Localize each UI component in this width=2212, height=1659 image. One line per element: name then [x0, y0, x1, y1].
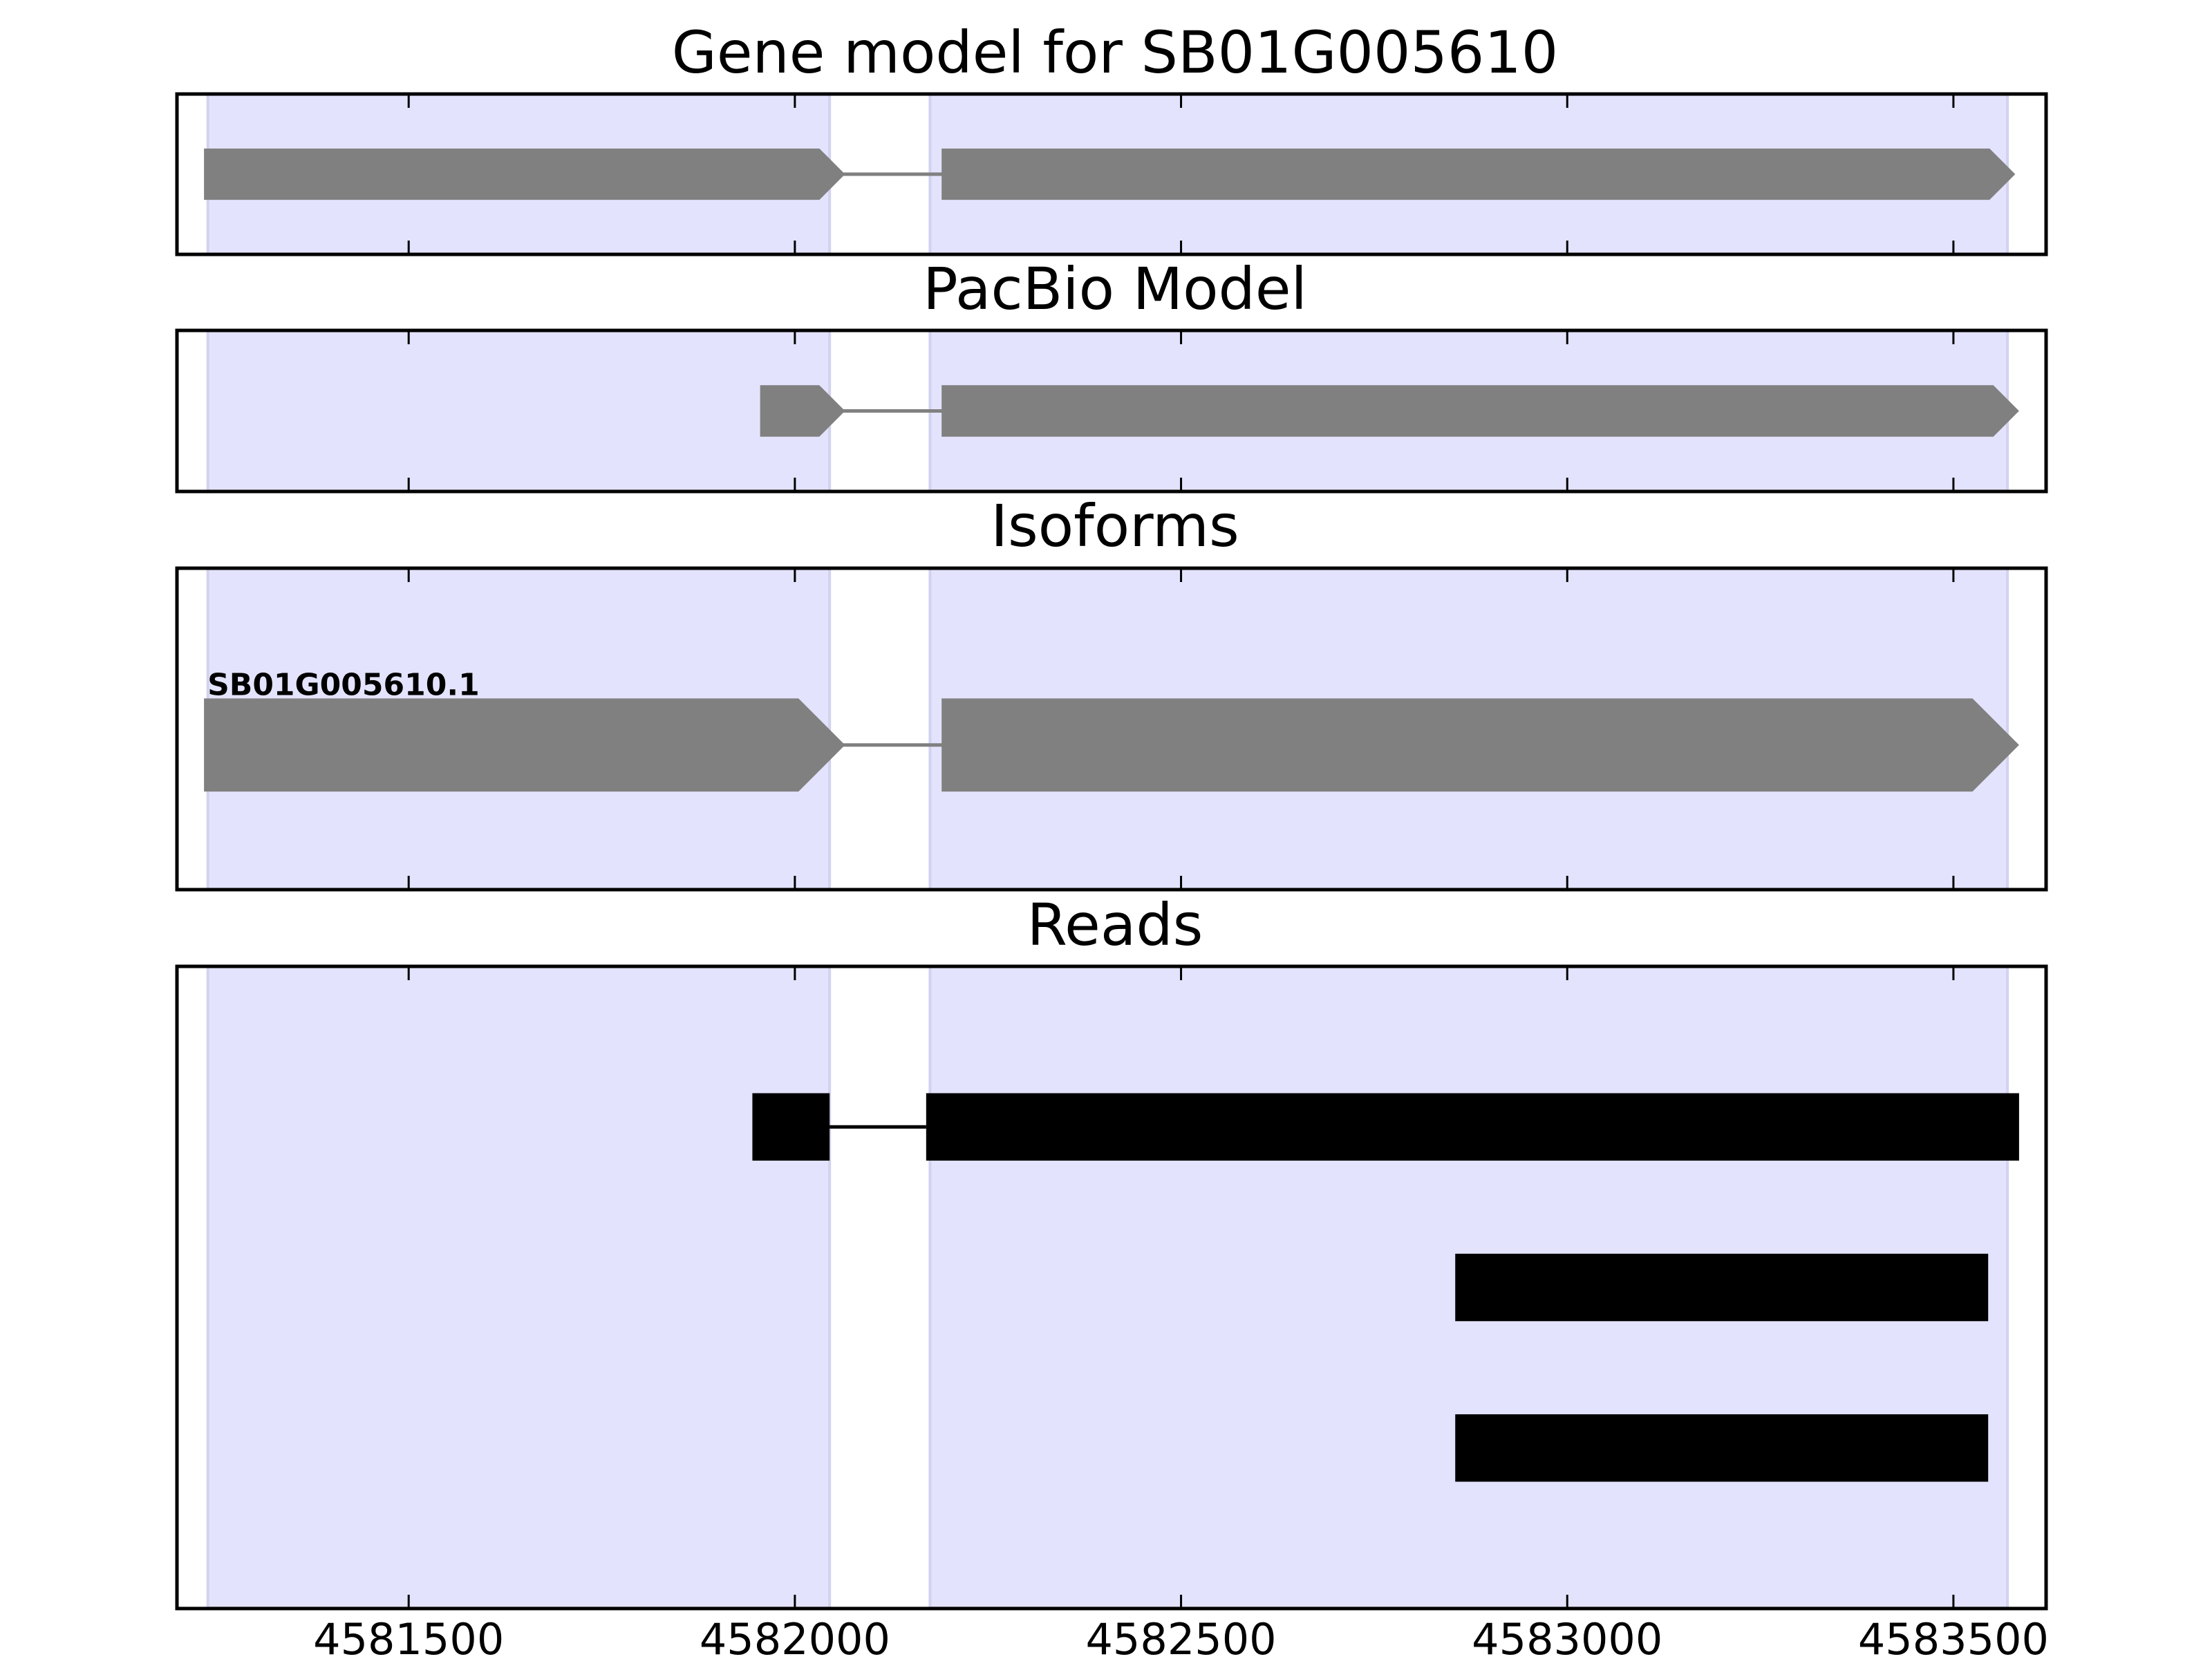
x-tick-label: 4583500: [1858, 1614, 2049, 1659]
exon-block: [941, 698, 2019, 792]
exon-block: [204, 148, 845, 200]
gene-model-plot-area: [175, 92, 2048, 256]
reads-panel: Reads: [175, 891, 2048, 1611]
read-block: [752, 1093, 830, 1161]
exon-block: [941, 148, 2016, 200]
reads-title: Reads: [1027, 891, 1203, 959]
exon-region-shade: [206, 965, 832, 1610]
x-tick-label: 4582500: [1085, 1614, 1276, 1659]
gene-model-title: Gene model for SB01G005610: [672, 19, 1558, 86]
x-tick-label: 4582000: [700, 1614, 890, 1659]
panel-frame: [175, 92, 2048, 256]
isoforms-plot-area: SB01G005610.1: [175, 566, 2048, 892]
pacbio-model-plot-area: [175, 328, 2048, 494]
x-axis-tick-labels: 4581500 4582000 4582500 4583000 4583500: [313, 1614, 2049, 1659]
isoforms-panel: Isoforms SB01G005610.1: [175, 492, 2048, 892]
exon-region-shade: [206, 329, 832, 493]
isoforms-title: Isoforms: [991, 492, 1239, 560]
exon-block: [760, 385, 845, 437]
read-block: [1455, 1414, 1989, 1482]
x-tick-label: 4581500: [313, 1614, 504, 1659]
reads-plot-area: [175, 964, 2048, 1611]
panel-frame: [175, 328, 2048, 494]
x-tick-label: 4583000: [1472, 1614, 1662, 1659]
gene-model-panel: Gene model for SB01G005610: [175, 19, 2048, 256]
pacbio-model-title: PacBio Model: [923, 255, 1307, 323]
panel-frame: [175, 566, 2048, 892]
isoform-label: SB01G005610.1: [207, 667, 480, 702]
panel-frame: [175, 964, 2048, 1611]
pacbio-model-panel: PacBio Model: [175, 255, 2048, 494]
exon-block: [204, 698, 845, 792]
exon-block: [941, 385, 2019, 437]
read-block: [926, 1093, 2019, 1161]
read-block: [1455, 1253, 1989, 1322]
